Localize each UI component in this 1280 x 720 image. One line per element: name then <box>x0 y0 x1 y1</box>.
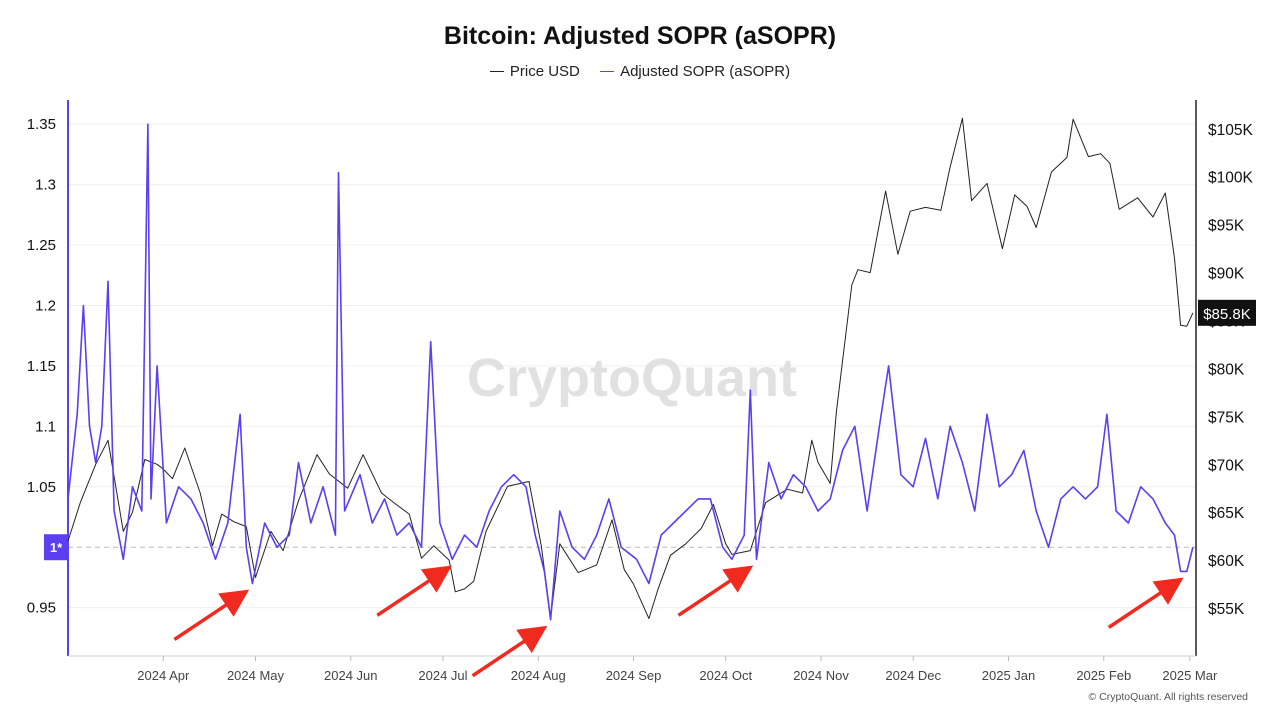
y-left-tick-label: 1.25 <box>27 237 56 254</box>
y-right-tick-label: $105K <box>1208 122 1253 139</box>
current-price-badge <box>1198 299 1256 326</box>
arrow-annotation <box>1107 577 1184 629</box>
x-tick-label: 2024 Jun <box>324 668 378 683</box>
series-line-price <box>67 117 1194 620</box>
copyright: © CryptoQuant. All rights reserved <box>1088 691 1248 703</box>
x-tick-label: 2025 Feb <box>1076 668 1131 683</box>
arrow-annotation <box>376 565 453 617</box>
x-tick-label: 2024 Sep <box>606 668 662 683</box>
series-lines <box>67 117 1194 621</box>
legend-swatch-price <box>489 70 504 72</box>
axes <box>67 100 1197 657</box>
series-line-asopr <box>67 123 1194 621</box>
reference-badge <box>44 534 68 561</box>
legend-swatch-asopr <box>600 70 615 72</box>
watermark: CryptoQuant <box>467 348 797 408</box>
x-tick-label: 2025 Mar <box>1162 668 1218 683</box>
y-left-tick-label: 1.1 <box>35 418 56 435</box>
legend: Price USD Adjusted SOPR (aSOPR) <box>0 63 1280 80</box>
y-right-tick-label: $75K <box>1208 409 1245 426</box>
legend-label-asopr: Adjusted SOPR (aSOPR) <box>620 63 791 80</box>
x-tick-label: 2024 Dec <box>885 668 941 683</box>
current-price-label: $85.8K <box>1203 306 1251 323</box>
y-right-tick-label: $80K <box>1208 361 1245 378</box>
y-right-tick-label: $55K <box>1208 601 1245 618</box>
arrow-annotation <box>471 625 548 678</box>
reference-label: 1* <box>50 540 63 555</box>
y-left-tick-label: 1.05 <box>27 479 56 496</box>
y-left-tick-label: 1.3 <box>35 177 56 194</box>
legend-item-asopr[interactable]: Adjusted SOPR (aSOPR) <box>600 63 790 80</box>
x-tick-label: 2024 Jul <box>418 668 467 683</box>
legend-label-price: Price USD <box>509 63 580 80</box>
legend-item-price[interactable]: Price USD <box>489 63 580 80</box>
y-left-tick-label: 1.2 <box>35 297 56 314</box>
gridlines <box>68 123 1196 609</box>
y-right-tick-label: $65K <box>1208 505 1245 522</box>
arrow-annotation <box>173 589 250 641</box>
arrow-annotation <box>677 565 754 617</box>
y-right-tick-label: $70K <box>1208 457 1245 474</box>
y-right-tick-label: $100K <box>1208 170 1253 187</box>
x-tick-label: 2024 Nov <box>793 668 849 683</box>
annotations <box>173 565 1184 678</box>
y-right-tick-label: $60K <box>1208 553 1245 570</box>
y-left-tick-label: 1.15 <box>27 358 56 375</box>
x-tick-label: 2024 Oct <box>699 668 752 683</box>
y-right-tick-label: $90K <box>1208 266 1245 283</box>
x-tick-label: 2024 Apr <box>137 668 190 683</box>
y-right-tick-label: $95K <box>1208 218 1245 235</box>
y-left-tick-label: 1.35 <box>27 116 56 133</box>
x-tick-label: 2024 Aug <box>511 668 566 683</box>
x-tick-label: 2025 Jan <box>982 668 1036 683</box>
y-left-tick-label: 0.95 <box>27 600 56 617</box>
x-tick-label: 2024 May <box>227 668 285 683</box>
chart-title: Bitcoin: Adjusted SOPR (aSOPR) <box>443 22 837 50</box>
tick-labels: 1.35 1.3 1.25 1.2 1.15 1.1 1.05 0.95 1* $105K $100… <box>27 116 1256 683</box>
